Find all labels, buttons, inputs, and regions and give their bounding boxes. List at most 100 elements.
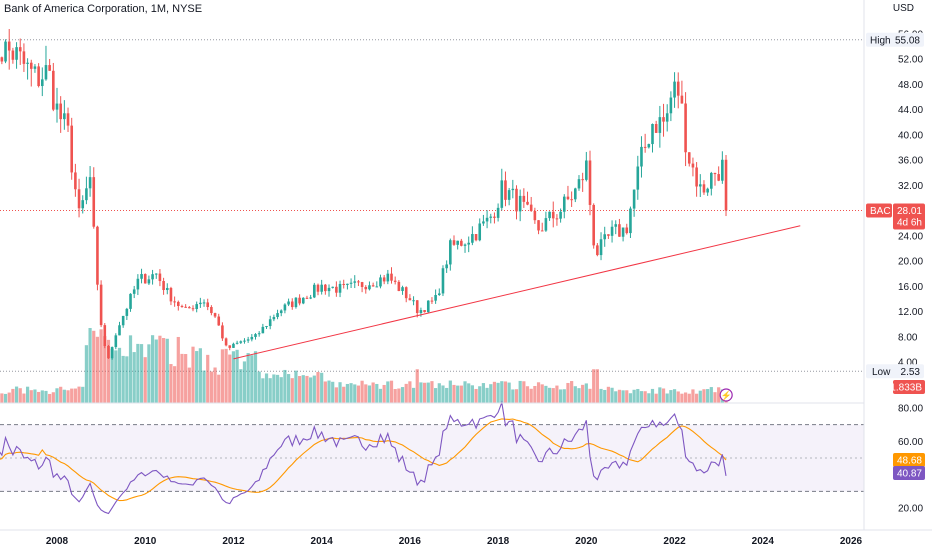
candle — [386, 273, 390, 282]
candles — [0, 29, 728, 360]
candle — [305, 297, 309, 299]
candle — [59, 103, 62, 120]
candle — [37, 66, 40, 87]
volume-bar — [654, 393, 658, 403]
volume-bar — [603, 389, 607, 403]
candle — [96, 226, 99, 285]
volume-bar — [139, 344, 144, 403]
volume-bar — [592, 369, 596, 403]
candle — [162, 281, 165, 291]
volume-bar — [246, 353, 250, 403]
candle — [555, 218, 559, 220]
countdown-value: 4d 6h — [897, 218, 922, 229]
volume-bar — [467, 383, 471, 403]
volume-bar — [253, 351, 258, 403]
volume-bar — [92, 330, 96, 403]
volume-bar — [599, 388, 603, 403]
volume-bar — [566, 382, 570, 403]
candle — [298, 297, 301, 304]
volume-bar — [106, 339, 111, 403]
volume-bar — [143, 357, 147, 403]
volume-bar — [180, 353, 184, 403]
price-tick-label: 12.00 — [898, 307, 923, 318]
volume-bar — [665, 393, 669, 403]
volume-bar — [7, 392, 11, 403]
volume-bar — [588, 388, 592, 403]
candle — [257, 333, 261, 335]
candle — [309, 297, 312, 299]
rsi-tick-label: 60.00 — [898, 437, 923, 448]
price-tick-label: 48.00 — [898, 80, 923, 91]
candle — [577, 179, 581, 189]
candle — [191, 308, 195, 310]
candle — [147, 279, 151, 284]
volume-bar — [22, 393, 26, 403]
volume-bar — [125, 356, 129, 403]
volume-bar — [162, 338, 166, 403]
volume-bar — [650, 388, 655, 403]
volume-bar — [559, 389, 563, 403]
volume-bar — [117, 347, 122, 403]
candle — [610, 226, 614, 236]
volume-bar — [136, 343, 140, 403]
volume-bar — [371, 382, 375, 403]
volume-bar — [84, 345, 89, 403]
candle — [290, 301, 294, 308]
time-tick-label: 2012 — [222, 536, 245, 547]
currency-label: USD — [892, 3, 914, 14]
volume-bar — [70, 388, 74, 403]
volume-bar — [353, 384, 357, 403]
candle — [63, 113, 66, 120]
candle — [217, 316, 221, 326]
candle — [382, 277, 386, 282]
volume-bar — [481, 383, 486, 403]
volume-bar — [606, 386, 610, 403]
volume-bar — [717, 387, 721, 403]
last-price-value: 28.01 — [897, 206, 922, 217]
candle — [353, 281, 357, 283]
volume-bar — [474, 388, 478, 403]
volume-bar — [158, 335, 162, 403]
volume-bar — [529, 388, 533, 403]
volume-bar — [316, 372, 320, 403]
volume-bar — [286, 374, 291, 403]
volume-bar — [250, 355, 254, 403]
candle — [140, 274, 143, 279]
volume-bar — [463, 381, 467, 403]
volume-bar — [364, 384, 368, 403]
price-tick-label: 44.00 — [898, 105, 923, 116]
candle — [412, 300, 415, 302]
volume-bar — [492, 381, 497, 403]
time-tick-label: 2016 — [399, 536, 422, 547]
volume-bar — [617, 389, 622, 403]
volume-bar — [411, 387, 416, 403]
volume-bar — [294, 370, 298, 403]
volume-bar — [264, 373, 269, 403]
volume-bar — [327, 380, 331, 403]
candle — [665, 113, 669, 122]
time-tick-label: 2020 — [575, 536, 598, 547]
candle — [66, 113, 70, 126]
candle — [654, 124, 658, 133]
candle — [99, 284, 103, 326]
candle — [706, 188, 709, 193]
volume-bar — [577, 388, 581, 403]
candle — [48, 65, 51, 71]
candle — [445, 264, 448, 269]
volume-bar — [540, 384, 544, 403]
volume-bar — [404, 383, 408, 403]
time-tick-label: 2014 — [311, 536, 334, 547]
candle — [426, 300, 430, 313]
candle — [717, 174, 720, 181]
candle — [408, 298, 412, 301]
volume-bar — [103, 336, 107, 403]
candle — [287, 301, 290, 305]
volume-bar — [555, 385, 559, 403]
candle — [246, 339, 250, 341]
candle — [52, 70, 55, 110]
candle — [188, 307, 191, 309]
volume-bar — [658, 387, 662, 403]
rsi-line — [0, 400, 727, 515]
